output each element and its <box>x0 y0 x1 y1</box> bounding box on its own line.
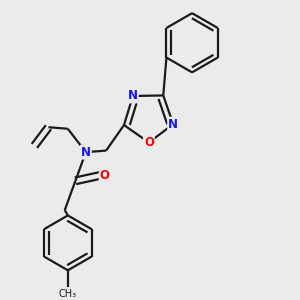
Text: N: N <box>81 146 91 159</box>
Text: O: O <box>144 136 154 149</box>
Text: N: N <box>128 89 138 103</box>
Text: N: N <box>168 118 178 131</box>
Text: O: O <box>100 169 110 182</box>
Text: CH₃: CH₃ <box>59 289 77 299</box>
